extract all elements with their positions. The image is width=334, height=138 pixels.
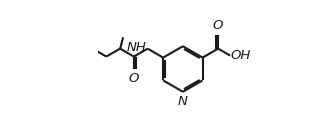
Text: O: O xyxy=(213,19,223,32)
Text: NH: NH xyxy=(127,41,147,54)
Text: N: N xyxy=(178,95,188,108)
Text: OH: OH xyxy=(231,49,251,62)
Text: O: O xyxy=(129,72,139,85)
